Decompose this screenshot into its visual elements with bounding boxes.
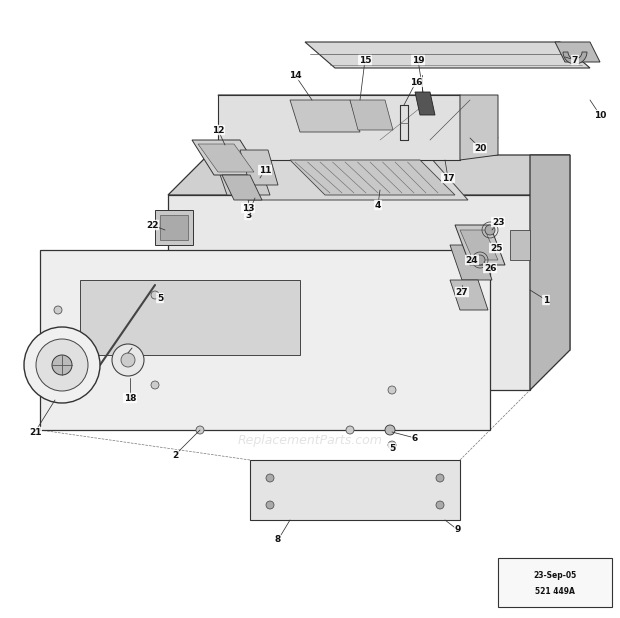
Text: 25: 25 — [490, 243, 502, 253]
Circle shape — [196, 426, 204, 434]
Circle shape — [346, 426, 354, 434]
Text: 5: 5 — [157, 294, 163, 302]
Polygon shape — [155, 210, 193, 245]
Polygon shape — [290, 100, 360, 132]
Circle shape — [54, 376, 62, 384]
Polygon shape — [460, 230, 498, 260]
Polygon shape — [192, 140, 262, 175]
Text: 26: 26 — [484, 263, 496, 273]
Text: 18: 18 — [124, 394, 136, 402]
Polygon shape — [290, 160, 455, 195]
Text: 2: 2 — [172, 451, 178, 460]
Polygon shape — [215, 160, 270, 195]
Text: 8: 8 — [275, 536, 281, 544]
Text: ReplacementParts.com: ReplacementParts.com — [237, 433, 383, 446]
Polygon shape — [80, 280, 300, 355]
Text: 22: 22 — [146, 221, 158, 229]
Text: 21: 21 — [29, 428, 42, 436]
Circle shape — [52, 355, 72, 375]
Polygon shape — [455, 225, 505, 265]
Text: 10: 10 — [594, 111, 606, 119]
Polygon shape — [350, 100, 393, 130]
Polygon shape — [305, 42, 590, 68]
Text: 6: 6 — [412, 433, 418, 442]
Polygon shape — [160, 215, 188, 240]
Text: 5: 5 — [389, 444, 395, 452]
Circle shape — [54, 306, 62, 314]
Text: 24: 24 — [466, 255, 478, 265]
Text: 1: 1 — [543, 295, 549, 305]
Text: 23: 23 — [492, 218, 504, 227]
Text: 3: 3 — [245, 211, 251, 219]
Circle shape — [121, 353, 135, 367]
Text: 17: 17 — [441, 174, 454, 182]
Polygon shape — [198, 144, 254, 172]
Circle shape — [385, 425, 395, 435]
Wedge shape — [563, 52, 587, 64]
Polygon shape — [168, 155, 570, 195]
Circle shape — [151, 381, 159, 389]
Text: 9: 9 — [455, 525, 461, 535]
Circle shape — [475, 255, 485, 265]
Circle shape — [485, 225, 495, 235]
Circle shape — [388, 441, 396, 449]
Polygon shape — [222, 175, 262, 200]
Text: 13: 13 — [242, 203, 254, 213]
Polygon shape — [510, 230, 530, 260]
Circle shape — [36, 339, 88, 391]
Polygon shape — [218, 95, 498, 138]
Text: 23-Sep-05: 23-Sep-05 — [533, 570, 577, 580]
Polygon shape — [210, 157, 468, 200]
Text: 16: 16 — [410, 77, 422, 87]
Polygon shape — [555, 42, 600, 62]
Circle shape — [436, 474, 444, 482]
Circle shape — [388, 386, 396, 394]
Polygon shape — [460, 95, 498, 160]
FancyBboxPatch shape — [498, 558, 612, 607]
Text: 11: 11 — [259, 166, 272, 174]
Circle shape — [112, 344, 144, 376]
Circle shape — [266, 501, 274, 509]
Text: 20: 20 — [474, 143, 486, 153]
Polygon shape — [40, 250, 490, 430]
Text: 27: 27 — [456, 287, 468, 297]
Circle shape — [24, 327, 100, 403]
Text: 19: 19 — [412, 56, 424, 64]
Polygon shape — [530, 155, 570, 390]
Text: 14: 14 — [289, 70, 301, 80]
Text: 12: 12 — [212, 125, 224, 135]
Circle shape — [436, 501, 444, 509]
Polygon shape — [168, 195, 530, 390]
Polygon shape — [240, 150, 278, 185]
Text: 7: 7 — [572, 56, 578, 64]
Text: 521 449A: 521 449A — [535, 588, 575, 596]
Polygon shape — [450, 245, 492, 280]
Polygon shape — [218, 95, 460, 160]
Circle shape — [266, 474, 274, 482]
Circle shape — [151, 291, 159, 299]
Polygon shape — [450, 280, 488, 310]
Polygon shape — [415, 92, 435, 115]
Text: 15: 15 — [359, 56, 371, 64]
Text: 4: 4 — [375, 200, 381, 210]
Polygon shape — [250, 460, 460, 520]
